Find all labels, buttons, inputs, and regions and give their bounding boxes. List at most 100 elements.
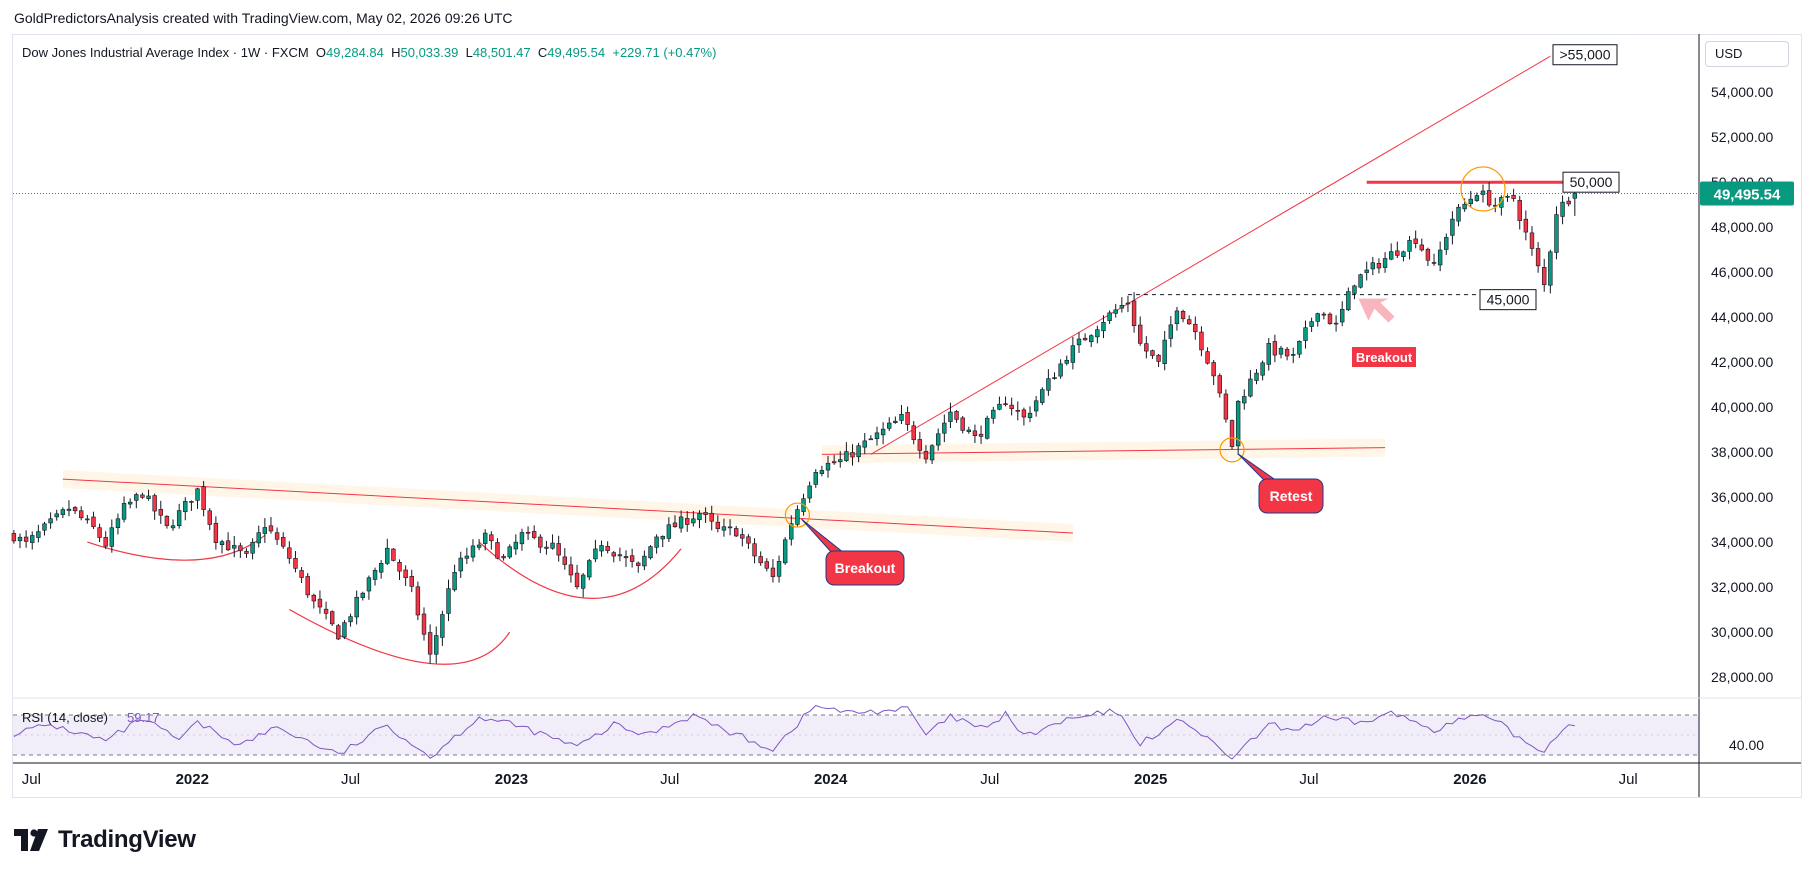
candle[interactable] — [819, 465, 825, 477]
candle[interactable] — [580, 573, 586, 598]
candle[interactable] — [593, 539, 598, 563]
candle[interactable] — [1113, 303, 1118, 318]
candle[interactable] — [795, 505, 800, 527]
candle[interactable] — [232, 536, 237, 558]
candle[interactable] — [127, 498, 133, 509]
candle[interactable] — [79, 506, 84, 521]
candle[interactable] — [97, 523, 102, 543]
candle[interactable] — [170, 519, 176, 531]
interval-label[interactable]: 1W — [240, 45, 261, 60]
candle[interactable] — [262, 518, 268, 543]
candle[interactable] — [219, 539, 225, 554]
candle[interactable] — [366, 575, 372, 600]
candle[interactable] — [623, 550, 629, 567]
candle[interactable] — [1199, 326, 1204, 357]
candle[interactable] — [1431, 253, 1437, 266]
candle[interactable] — [1003, 396, 1008, 407]
candle[interactable] — [1058, 359, 1063, 379]
candle[interactable] — [574, 564, 580, 590]
candle[interactable] — [960, 416, 965, 434]
candle[interactable] — [1450, 211, 1455, 245]
candle[interactable] — [195, 487, 200, 509]
candle[interactable] — [1352, 284, 1357, 300]
candle[interactable] — [91, 511, 96, 530]
candle[interactable] — [23, 530, 29, 548]
candle[interactable] — [1193, 316, 1198, 340]
candle[interactable] — [1395, 241, 1400, 259]
candle[interactable] — [556, 535, 561, 562]
candle[interactable] — [691, 511, 696, 527]
candle[interactable] — [446, 579, 451, 622]
candle[interactable] — [176, 503, 182, 529]
candle[interactable] — [611, 550, 616, 563]
candle[interactable] — [293, 551, 298, 573]
candle[interactable] — [770, 559, 776, 583]
candle[interactable] — [1480, 184, 1486, 203]
candle[interactable] — [1046, 369, 1051, 396]
candle[interactable] — [1144, 336, 1149, 359]
candle[interactable] — [978, 425, 984, 444]
candle[interactable] — [1511, 188, 1516, 202]
candle[interactable] — [415, 581, 421, 621]
chart-canvas[interactable]: >55,000 50,000 45,000 Breakout Retest Breakou… — [0, 0, 1814, 800]
candle[interactable] — [268, 517, 274, 534]
candle[interactable] — [1138, 316, 1143, 346]
candle[interactable] — [868, 435, 874, 441]
candle[interactable] — [60, 507, 66, 519]
candle[interactable] — [360, 591, 365, 601]
candle[interactable] — [727, 519, 733, 536]
candle[interactable] — [1425, 247, 1431, 266]
candle[interactable] — [1174, 306, 1180, 331]
candle[interactable] — [1278, 346, 1284, 359]
candle[interactable] — [862, 433, 867, 454]
candle[interactable] — [715, 515, 721, 533]
candle[interactable] — [807, 481, 812, 503]
candle[interactable] — [213, 516, 219, 550]
candle[interactable] — [1260, 360, 1265, 381]
candle[interactable] — [562, 548, 567, 570]
candle[interactable] — [544, 540, 549, 555]
candle[interactable] — [1419, 238, 1424, 252]
candle[interactable] — [1217, 373, 1222, 398]
candle[interactable] — [531, 525, 537, 540]
candle[interactable] — [752, 538, 757, 564]
candle[interactable] — [1309, 317, 1314, 332]
candle[interactable] — [452, 564, 457, 592]
candle[interactable] — [201, 480, 206, 517]
candle[interactable] — [440, 610, 445, 646]
candle[interactable] — [678, 510, 684, 533]
candle[interactable] — [991, 406, 996, 424]
candle[interactable] — [856, 442, 861, 463]
candle[interactable] — [1456, 204, 1461, 227]
candle[interactable] — [1291, 347, 1296, 364]
candle[interactable] — [189, 500, 194, 511]
candle[interactable] — [1095, 325, 1100, 344]
symbol-name[interactable]: Dow Jones Industrial Average Index — [22, 45, 230, 60]
candle[interactable] — [403, 565, 408, 586]
candle[interactable] — [538, 534, 543, 554]
candle[interactable] — [893, 416, 898, 424]
candle[interactable] — [1548, 249, 1553, 294]
candle[interactable] — [1156, 354, 1161, 368]
candle[interactable] — [776, 555, 782, 583]
candle[interactable] — [685, 511, 690, 532]
currency-button[interactable]: USD — [1705, 41, 1789, 67]
candle[interactable] — [1131, 292, 1137, 333]
tradingview-logo[interactable]: TradingView — [14, 826, 196, 854]
candle[interactable] — [225, 532, 231, 552]
candle[interactable] — [458, 551, 463, 578]
candle[interactable] — [1340, 301, 1345, 327]
candle[interactable] — [1358, 273, 1363, 289]
candle[interactable] — [1505, 194, 1510, 203]
candle[interactable] — [311, 593, 317, 609]
candle[interactable] — [1401, 250, 1406, 262]
candle[interactable] — [972, 424, 978, 444]
candle[interactable] — [838, 451, 843, 468]
candle[interactable] — [1364, 261, 1369, 281]
candle[interactable] — [1211, 359, 1216, 386]
candle[interactable] — [36, 524, 41, 543]
candle[interactable] — [378, 560, 384, 579]
candle[interactable] — [342, 620, 347, 640]
candle[interactable] — [1064, 355, 1069, 366]
candle[interactable] — [1235, 400, 1241, 455]
